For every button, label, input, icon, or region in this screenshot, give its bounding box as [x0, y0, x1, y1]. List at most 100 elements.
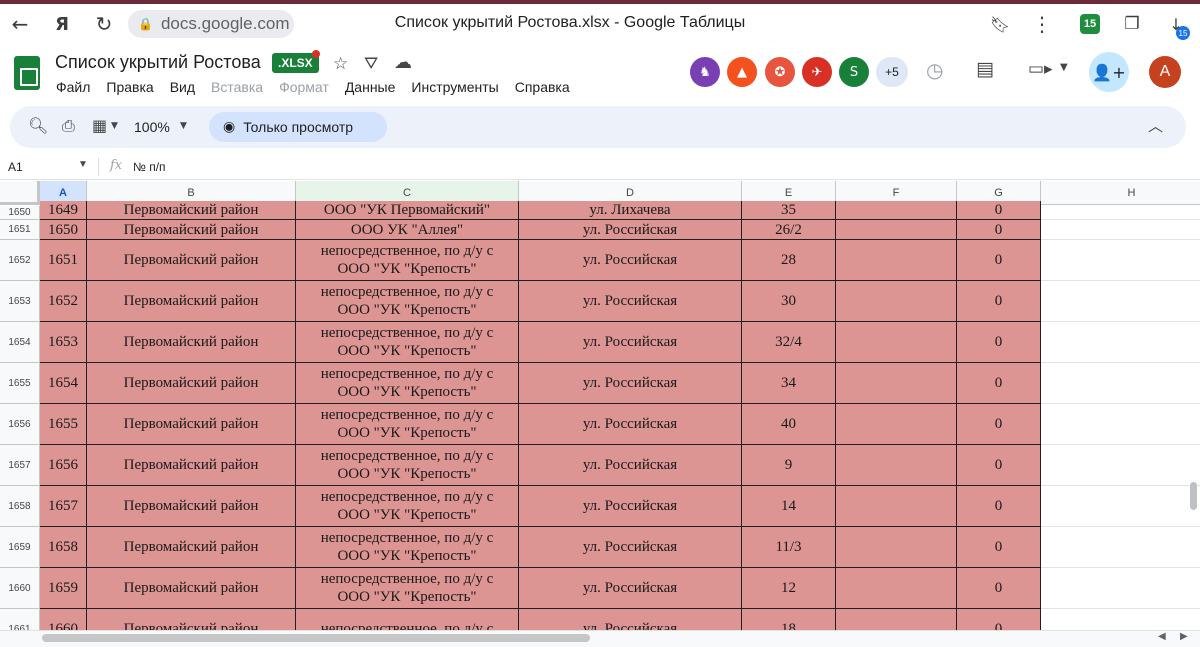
cell-b[interactable]: Первомайский район [87, 220, 296, 240]
cell-e[interactable]: 34 [742, 363, 836, 404]
cell-f[interactable] [836, 404, 957, 445]
cell-g[interactable]: 0 [957, 404, 1041, 445]
cell-c[interactable]: непосредственное, по д/у с ООО "УК "Креп… [296, 568, 519, 609]
table-options-icon[interactable]: ▦ [92, 116, 108, 135]
cell-e[interactable]: 32/4 [742, 322, 836, 363]
bookmark-icon[interactable]: 🔖︎ [989, 14, 1011, 34]
move-to-drive-icon[interactable]: ⛛ [364, 54, 379, 74]
zoom-chevron-icon[interactable]: ▼ [180, 121, 187, 131]
cell-h[interactable] [1041, 363, 1200, 404]
cell-e[interactable]: 9 [742, 445, 836, 486]
cell-b[interactable]: Первомайский район [87, 240, 296, 281]
cell-h[interactable] [1041, 486, 1200, 527]
name-box-dropdown-icon[interactable]: ▼ [78, 159, 88, 170]
menu-view[interactable]: Вид [169, 79, 196, 95]
cell-f[interactable] [836, 527, 957, 568]
collections-icon[interactable]: ❐ [1124, 14, 1140, 34]
row-number[interactable]: 1654 [0, 322, 40, 363]
view-only-button[interactable]: ◉ Только просмотр [209, 112, 387, 142]
vertical-scrollbar[interactable] [1190, 482, 1197, 510]
cell-d[interactable]: ул. Российская [519, 322, 742, 363]
cell-a[interactable]: 1656 [40, 445, 87, 486]
row-number[interactable]: 1660 [0, 568, 40, 609]
select-all-corner[interactable] [0, 181, 40, 205]
cell-d[interactable]: ул. Российская [519, 240, 742, 281]
cell-g[interactable]: 0 [957, 527, 1041, 568]
cell-c[interactable]: непосредственное, по д/у с ООО "УК "Креп… [296, 404, 519, 445]
scroll-left-arrow-icon[interactable]: ◀ [1158, 631, 1166, 642]
horizontal-scrollbar[interactable] [42, 634, 590, 642]
cell-a[interactable]: 1652 [40, 281, 87, 322]
cell-d[interactable]: ул. Российская [519, 220, 742, 240]
share-button[interactable]: 👤+ [1089, 52, 1129, 92]
cell-h[interactable] [1041, 322, 1200, 363]
cell-d[interactable]: ул. Российская [519, 568, 742, 609]
cell-b[interactable]: Первомайский район [87, 568, 296, 609]
cell-g[interactable]: 0 [957, 568, 1041, 609]
document-title[interactable]: Список укрытий Ростова [55, 52, 261, 72]
cell-e[interactable]: 12 [742, 568, 836, 609]
cell-f[interactable] [836, 220, 957, 240]
cell-c[interactable]: непосредственное, по д/у с ООО "УК "Креп… [296, 527, 519, 568]
cell-c[interactable]: непосредственное, по д/у с ООО "УК "Креп… [296, 240, 519, 281]
cell-c[interactable]: непосредственное, по д/у с ООО "УК "Креп… [296, 486, 519, 527]
cell-g[interactable]: 0 [957, 281, 1041, 322]
collaborator-avatar-green[interactable]: S [839, 57, 869, 87]
scroll-right-arrow-icon[interactable]: ▶ [1180, 631, 1188, 642]
cell-f[interactable] [836, 281, 957, 322]
cell-d[interactable]: ул. Российская [519, 527, 742, 568]
cell-e[interactable]: 35 [742, 201, 836, 220]
row-number[interactable]: 1651 [0, 220, 40, 240]
cell-c[interactable]: ООО "УК Первомайский" [296, 201, 519, 220]
cell-g[interactable]: 0 [957, 322, 1041, 363]
account-avatar[interactable]: A [1149, 56, 1181, 88]
cell-f[interactable] [836, 322, 957, 363]
file-format-badge[interactable]: .XLSX [272, 53, 319, 73]
cell-h[interactable] [1041, 206, 1200, 220]
cell-h[interactable] [1041, 404, 1200, 445]
star-icon[interactable]: ☆ [333, 54, 349, 74]
cell-a[interactable]: 1658 [40, 527, 87, 568]
comments-icon[interactable]: ▤ [976, 58, 994, 80]
yandex-browser-icon[interactable]: Я [55, 13, 69, 35]
extension-shield-icon[interactable]: 15 [1080, 14, 1100, 34]
cell-f[interactable] [836, 445, 957, 486]
cell-h[interactable] [1041, 568, 1200, 609]
meet-video-icon[interactable]: ▭▸ [1028, 59, 1053, 79]
cell-g[interactable]: 0 [957, 240, 1041, 281]
cell-e[interactable]: 40 [742, 404, 836, 445]
cell-c[interactable]: непосредственное, по д/у с ООО "УК "Креп… [296, 363, 519, 404]
cell-b[interactable]: Первомайский район [87, 201, 296, 220]
cell-a[interactable]: 1657 [40, 486, 87, 527]
cell-g[interactable]: 0 [957, 220, 1041, 240]
cell-c[interactable]: непосредственное, по д/у с ООО "УК "Креп… [296, 281, 519, 322]
cell-a[interactable]: 1649 [40, 201, 87, 220]
cell-b[interactable]: Первомайский район [87, 404, 296, 445]
cell-e[interactable]: 28 [742, 240, 836, 281]
cell-g[interactable]: 0 [957, 486, 1041, 527]
cell-f[interactable] [836, 486, 957, 527]
collaborator-avatar-purple[interactable]: ♞ [690, 57, 720, 87]
cell-d[interactable]: ул. Российская [519, 486, 742, 527]
cell-f[interactable] [836, 363, 957, 404]
cell-b[interactable]: Первомайский район [87, 322, 296, 363]
menu-file[interactable]: Файл [56, 79, 91, 95]
collaborator-avatar-orange[interactable]: ▲ [727, 57, 757, 87]
cell-e[interactable]: 14 [742, 486, 836, 527]
reload-icon[interactable]: ↻ [95, 12, 113, 36]
cell-f[interactable] [836, 240, 957, 281]
cell-f[interactable] [836, 568, 957, 609]
cell-h[interactable] [1041, 445, 1200, 486]
row-number[interactable]: 1652 [0, 240, 40, 281]
cell-e[interactable]: 30 [742, 281, 836, 322]
cell-h[interactable] [1041, 281, 1200, 322]
sheets-logo-icon[interactable] [14, 56, 40, 90]
cell-c[interactable]: ООО УК "Аллея" [296, 220, 519, 240]
row-number[interactable]: 1655 [0, 363, 40, 404]
zoom-select[interactable]: 100% [134, 119, 170, 135]
row-number[interactable]: 1653 [0, 281, 40, 322]
menu-insert[interactable]: Вставка [211, 79, 264, 95]
collapse-chevron-up-icon[interactable]: ︿ [1148, 117, 1164, 135]
cell-d[interactable]: ул. Российская [519, 404, 742, 445]
menu-edit[interactable]: Правка [106, 79, 154, 95]
